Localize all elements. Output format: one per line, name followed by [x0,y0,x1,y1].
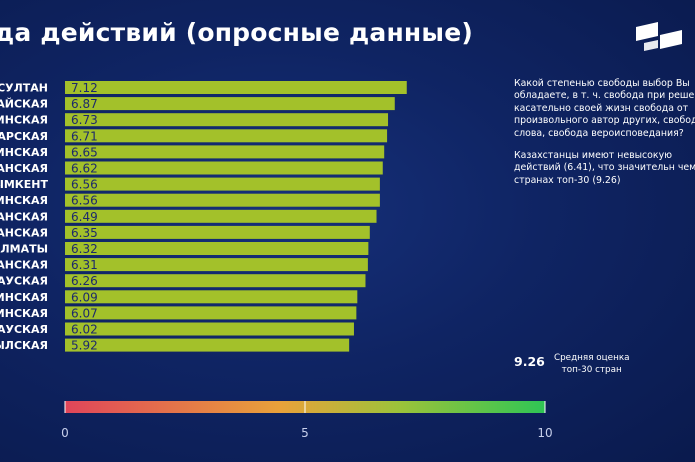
bar-value-label: 6.62 [71,162,98,176]
bar [65,290,358,304]
category-label: СТАУСКАЯ [0,275,48,288]
bar-value-label: 6.02 [71,323,98,337]
bar [65,97,395,111]
category-label: РАУСКАЯ [0,323,48,336]
category-label: НАЙСКАЯ [0,98,48,111]
category-label: ДАРСКАЯ [0,130,48,143]
category-label: Р-СУЛТАН [0,82,48,95]
scale-tick-label: 0 [61,426,69,440]
category-label: СТАНСКАЯ [0,226,48,239]
bar [65,274,366,288]
bar [65,81,407,94]
brand-logo-icon [636,22,682,51]
bars-group: 7.12 Р-СУЛТАН 6.87 НАЙСКАЯ 6.73 ЛИНСКАЯ 6.71 ДА… [0,81,407,353]
bar [65,145,385,159]
bar [65,242,369,255]
bar-value-label: 6.87 [71,97,98,111]
category-label: БИНСКАЯ [0,194,48,207]
bar [65,177,380,191]
bar-value-label: 6.71 [71,129,98,143]
bar-value-label: 7.12 [71,81,98,95]
survey-question: Какой степенью свободы выбор Вы обладает… [514,78,695,139]
category-label: СТАНСКАЯ [0,259,48,272]
average-label-line2: топ-30 стран [561,365,622,375]
bar-value-label: 6.31 [71,258,98,272]
scale-tick-label: 5 [301,426,309,440]
bar-value-label: 6.56 [71,194,98,208]
color-scale: 0 5 10 [61,401,553,440]
bar-value-label: 6.26 [71,274,98,288]
category-label: ЛИНСКАЯ [0,114,48,127]
bar [65,225,370,239]
bar [65,258,368,272]
bar-value-label: 6.73 [71,113,98,127]
category-label: ЫМКЕНТ [0,178,48,191]
category-label: ДИНСКАЯ [0,146,48,159]
category-label: ТИНСКАЯ [0,307,48,320]
category-label: ЫЛСКАЯ [0,339,48,352]
bar [65,193,380,207]
survey-finding: Казахстанцы имеют невысокую действий (6.… [514,150,695,186]
average-label: Средняя оценка топ-30 стран [554,351,630,376]
bar [65,338,350,352]
bar-value-label: 6.56 [71,178,98,192]
category-label: ДИНСКАЯ [0,291,48,304]
bar [65,129,388,143]
bar-value-label: 6.65 [71,145,98,159]
average-label-line1: Средняя оценка [553,353,630,363]
average-value: 9.26 [514,354,545,369]
bar-value-label: 6.49 [71,210,98,224]
bar [65,113,389,127]
bar [65,306,357,320]
bar-value-label: 6.07 [71,306,98,320]
survey-note: Какой степенью свободы выбор Вы обладает… [514,78,695,197]
category-label: АЛМАТЫ [0,243,48,256]
bar-value-label: 5.92 [71,339,98,353]
category-label: СТАНСКАЯ [0,210,48,223]
average-block: 9.26 Средняя оценка топ-30 стран [514,351,630,376]
bar [65,209,377,223]
bar-value-label: 6.09 [71,290,98,304]
category-label: СТАНСКАЯ [0,162,48,175]
bar-value-label: 6.35 [71,226,98,240]
bar [65,161,383,175]
chart-title: да действий (опросные данные) [0,18,473,47]
bar [65,322,354,336]
bar-value-label: 6.32 [71,242,98,256]
scale-tick-label: 10 [537,426,552,440]
